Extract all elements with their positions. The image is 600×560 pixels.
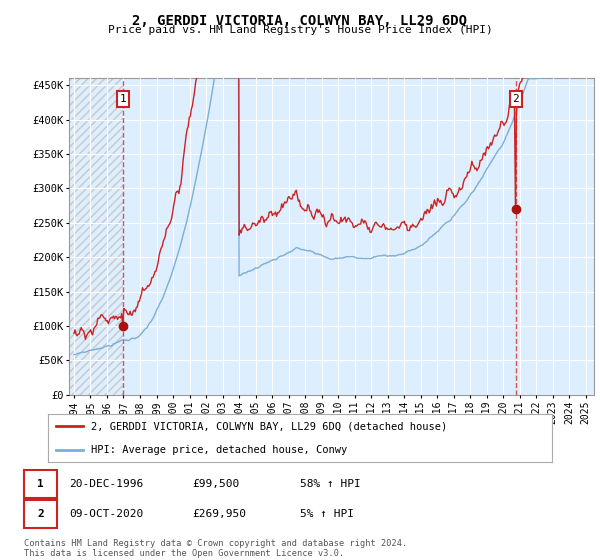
Text: Price paid vs. HM Land Registry's House Price Index (HPI): Price paid vs. HM Land Registry's House … [107,25,493,35]
Text: £269,950: £269,950 [192,508,246,519]
Text: 20-DEC-1996: 20-DEC-1996 [69,479,143,489]
Text: Contains HM Land Registry data © Crown copyright and database right 2024.
This d: Contains HM Land Registry data © Crown c… [24,539,407,558]
Text: 5% ↑ HPI: 5% ↑ HPI [300,508,354,519]
Text: 1: 1 [119,94,127,104]
Text: 2: 2 [512,94,519,104]
Bar [69,78,123,395]
Text: 2: 2 [37,508,44,519]
Text: 09-OCT-2020: 09-OCT-2020 [69,508,143,519]
Text: HPI: Average price, detached house, Conwy: HPI: Average price, detached house, Conw… [91,445,347,455]
Text: 1: 1 [37,479,44,489]
Text: 2, GERDDI VICTORIA, COLWYN BAY, LL29 6DQ (detached house): 2, GERDDI VICTORIA, COLWYN BAY, LL29 6DQ… [91,421,447,431]
Text: 2, GERDDI VICTORIA, COLWYN BAY, LL29 6DQ: 2, GERDDI VICTORIA, COLWYN BAY, LL29 6DQ [133,14,467,28]
Text: £99,500: £99,500 [192,479,239,489]
Text: 58% ↑ HPI: 58% ↑ HPI [300,479,361,489]
